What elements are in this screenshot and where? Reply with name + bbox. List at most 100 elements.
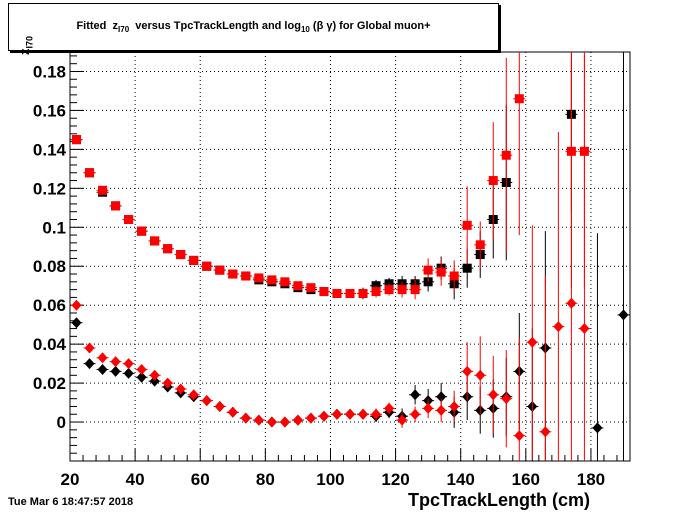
square-marker: [98, 185, 108, 195]
square-marker: [488, 176, 498, 186]
diamond-marker: [136, 363, 147, 375]
x-tick-label: 180: [577, 470, 605, 489]
x-tick-label: 100: [316, 470, 344, 489]
diamond-marker: [110, 356, 121, 368]
square-marker: [267, 275, 277, 285]
square-marker: [254, 273, 264, 283]
diamond-marker: [514, 430, 525, 442]
square-marker: [280, 277, 290, 287]
diamond-marker: [540, 426, 551, 438]
y-tick-label: 0.16: [33, 101, 66, 120]
square-marker: [358, 289, 368, 299]
y-axis-label: zI70: [17, 35, 35, 55]
diamond-marker: [592, 422, 603, 434]
diamond-marker: [97, 363, 108, 375]
square-marker: [124, 214, 134, 224]
diamond-marker: [423, 402, 434, 414]
square-marker: [319, 287, 329, 297]
diamond-marker: [292, 414, 303, 426]
diamond-marker: [71, 317, 82, 329]
y-tick-label: 0.18: [33, 62, 66, 81]
diamond-marker: [136, 371, 147, 383]
diamond-marker: [188, 389, 199, 401]
square-marker: [163, 244, 173, 254]
square-marker: [449, 271, 459, 281]
chart-title: Fitted zI70 versus TpcTrackLength and lo…: [76, 19, 431, 35]
square-marker: [423, 265, 433, 275]
chart-title-box: Fitted zI70 versus TpcTrackLength and lo…: [8, 3, 499, 51]
diamond-marker: [305, 412, 316, 424]
diamond-marker: [358, 408, 369, 420]
x-tick-label: 160: [512, 470, 540, 489]
diamond-marker: [279, 416, 290, 428]
timestamp: Tue Mar 6 18:47:57 2018: [8, 496, 134, 508]
diamond-marker: [553, 321, 564, 333]
square-marker: [371, 287, 381, 297]
data-points: [70, 52, 630, 461]
diamond-marker: [345, 408, 355, 420]
square-marker: [332, 289, 342, 299]
diamond-marker: [410, 389, 421, 401]
diamond-marker: [579, 323, 590, 335]
diamond-marker: [384, 402, 395, 414]
x-tick-label: 140: [447, 470, 475, 489]
square-marker: [514, 94, 524, 104]
x-tick-label: 20: [61, 470, 80, 489]
y-tick-label: 0: [57, 413, 66, 432]
diamond-marker: [618, 309, 629, 321]
diamond-marker: [253, 414, 264, 426]
diamond-marker: [449, 400, 460, 412]
x-tick-label: 120: [381, 470, 409, 489]
diamond-marker: [71, 299, 82, 311]
diamond-marker: [436, 404, 447, 416]
diamond-marker: [84, 342, 95, 354]
square-marker: [228, 269, 238, 279]
diamond-marker: [475, 369, 486, 381]
diamond-marker: [97, 352, 108, 364]
square-marker: [137, 226, 147, 236]
y-tick-label: 0.02: [33, 374, 66, 393]
square-marker: [501, 150, 511, 160]
x-tick-label: 80: [256, 470, 275, 489]
diamond-marker: [84, 358, 95, 370]
square-marker: [436, 267, 446, 277]
y-tick-label: 0.06: [33, 296, 66, 315]
diamond-marker: [175, 383, 186, 395]
diamond-marker: [331, 408, 342, 420]
diamond-marker: [318, 410, 329, 422]
x-axis-label: TpcTrackLength (cm): [408, 490, 591, 510]
square-marker: [215, 265, 225, 275]
diamond-marker: [110, 365, 121, 377]
tick-labels: 20 40 60 80 100 120 140 160 180 0 0.02 0.04 0.06 0.08…: [33, 62, 605, 489]
grid: [69, 52, 630, 461]
square-marker: [462, 263, 472, 273]
diamond-marker: [397, 414, 408, 426]
diamond-marker: [123, 367, 134, 379]
diamond-marker: [201, 395, 212, 407]
square-marker: [241, 271, 251, 281]
diamond-marker: [227, 406, 238, 418]
square-marker: [397, 285, 407, 295]
square-marker: [202, 261, 212, 271]
diamond-marker: [566, 297, 577, 309]
diamond-marker: [162, 377, 173, 389]
y-tick-label: 0.12: [33, 179, 66, 198]
diamond-marker: [410, 408, 421, 420]
diamond-marker: [501, 393, 512, 405]
y-tick-label: 0.1: [42, 218, 66, 237]
y-tick-label: 0.14: [33, 140, 67, 159]
square-marker: [410, 285, 420, 295]
x-tick-label: 40: [126, 470, 145, 489]
diamond-marker: [149, 369, 160, 381]
square-marker: [111, 201, 121, 211]
x-tick-label: 60: [191, 470, 210, 489]
diamond-marker: [488, 389, 499, 401]
y-tick-label: 0.04: [33, 335, 67, 354]
square-marker: [72, 135, 82, 145]
diamond-marker: [240, 412, 251, 424]
diamond-marker: [149, 375, 160, 387]
diamond-marker: [462, 365, 473, 377]
square-marker: [462, 220, 472, 230]
plot-frame: [69, 51, 631, 462]
diamond-marker: [371, 408, 382, 420]
